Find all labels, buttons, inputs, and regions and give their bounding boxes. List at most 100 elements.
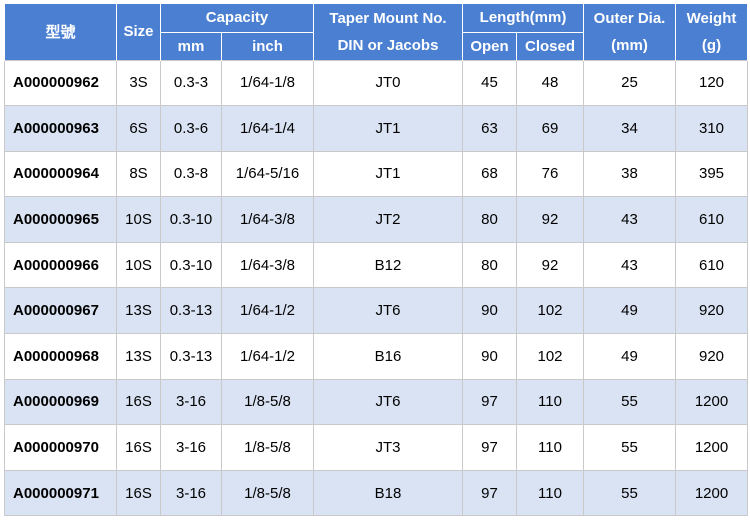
table-cell: 10S: [116, 196, 161, 243]
table-cell: 48: [516, 59, 584, 107]
header-cell: Size: [116, 4, 161, 60]
table-cell: 110: [516, 469, 584, 517]
table-cell: 1/64-1/2: [221, 333, 314, 380]
header-cell: Weight: [675, 4, 748, 32]
table-cell: 102: [516, 333, 584, 380]
table-cell: 55: [583, 378, 676, 426]
table-cell: 110: [516, 378, 584, 426]
table-cell: 395: [675, 150, 748, 198]
table-cell: 49: [583, 287, 676, 335]
table-cell: 63: [462, 105, 517, 152]
header-cell: DIN or Jacobs: [313, 32, 463, 60]
table-cell: 8S: [116, 150, 161, 198]
table-cell: 3S: [116, 59, 161, 107]
table-row: A000000962 3S 0.3-3 1/64-1/8 JT0 45 48 25 120: [4, 59, 748, 107]
table-cell: JT1: [313, 105, 463, 152]
table-cell: 43: [583, 196, 676, 243]
table-cell: 110: [516, 424, 584, 471]
table-cell: 1/64-5/16: [221, 150, 314, 198]
model-cell: A000000970: [4, 424, 117, 471]
table-cell: 68: [462, 150, 517, 198]
table-cell: 97: [462, 378, 517, 426]
header-cell: Open: [462, 31, 517, 60]
table-cell: 0.3-13: [160, 333, 222, 380]
header-cell: Length(mm): [462, 4, 584, 32]
table-cell: 1200: [675, 469, 748, 517]
table-cell: 55: [583, 424, 676, 471]
table-row: A000000966 10S 0.3-10 1/64-3/8 B12 80 92 43 610: [4, 241, 748, 289]
table-cell: 920: [675, 287, 748, 335]
table-cell: 1/64-3/8: [221, 196, 314, 243]
table-cell: 610: [675, 241, 748, 289]
table-cell: B16: [313, 333, 463, 380]
table-cell: 610: [675, 196, 748, 243]
table-cell: 0.3-10: [160, 241, 222, 289]
table-cell: 13S: [116, 287, 161, 335]
table-row: A000000965 10S 0.3-10 1/64-3/8 JT2 80 92 43 610: [4, 196, 748, 243]
table-cell: 69: [516, 105, 584, 152]
table-cell: 0.3-6: [160, 105, 222, 152]
model-cell: A000000962: [4, 59, 117, 107]
header-cell: 型號: [4, 4, 117, 60]
header-cell: mm: [160, 31, 222, 60]
table-row: A000000964 8S 0.3-8 1/64-5/16 JT1 68 76 38 395: [4, 150, 748, 198]
table-cell: JT6: [313, 287, 463, 335]
model-cell: A000000971: [4, 469, 117, 517]
table-header: 型號 Size Capacity Taper Mount No. Length(mm) O…: [4, 4, 748, 60]
model-cell: A000000964: [4, 150, 117, 198]
table-cell: 1/64-1/8: [221, 59, 314, 107]
header-cell: Closed: [516, 31, 584, 60]
table-cell: 90: [462, 287, 517, 335]
table-cell: 90: [462, 333, 517, 380]
table-cell: 76: [516, 150, 584, 198]
table-cell: 3-16: [160, 424, 222, 471]
table-cell: 1/8-5/8: [221, 378, 314, 426]
table-cell: JT6: [313, 378, 463, 426]
header-cell: (g): [675, 32, 748, 60]
table-cell: 43: [583, 241, 676, 289]
table-cell: 0.3-3: [160, 59, 222, 107]
spec-table: 型號 Size Capacity Taper Mount No. Length(mm) O…: [4, 4, 748, 517]
header-cell: Taper Mount No.: [313, 4, 463, 32]
table-body: A000000962 3S 0.3-3 1/64-1/8 JT0 45 48 25 120 A00…: [4, 59, 748, 517]
table-cell: 3-16: [160, 378, 222, 426]
table-cell: 310: [675, 105, 748, 152]
table-cell: 16S: [116, 378, 161, 426]
table-cell: 1/8-5/8: [221, 424, 314, 471]
table-cell: 45: [462, 59, 517, 107]
table-cell: B18: [313, 469, 463, 517]
table-cell: 38: [583, 150, 676, 198]
table-cell: 1/64-1/2: [221, 287, 314, 335]
table-cell: 55: [583, 469, 676, 517]
header-cell: inch: [221, 31, 314, 60]
model-cell: A000000967: [4, 287, 117, 335]
header-row: 型號 Size Capacity Taper Mount No. Length(mm) O…: [4, 4, 748, 60]
table-cell: 3-16: [160, 469, 222, 517]
table-cell: 80: [462, 241, 517, 289]
table-cell: 49: [583, 333, 676, 380]
header-cell: Outer Dia.: [583, 4, 676, 32]
header-cell: (mm): [583, 32, 676, 60]
table-cell: 16S: [116, 424, 161, 471]
table-cell: 6S: [116, 105, 161, 152]
model-cell: A000000969: [4, 378, 117, 426]
table-cell: 1200: [675, 424, 748, 471]
table-cell: 92: [516, 196, 584, 243]
table-row: A000000969 16S 3-16 1/8-5/8 JT6 97 110 55 1200: [4, 378, 748, 426]
model-cell: A000000968: [4, 333, 117, 380]
table-row: A000000967 13S 0.3-13 1/64-1/2 JT6 90 102 49 920: [4, 287, 748, 335]
table-cell: 1/8-5/8: [221, 469, 314, 517]
table-cell: 97: [462, 469, 517, 517]
model-cell: A000000966: [4, 241, 117, 289]
header-row: mm inch DIN or Jacobs Open Closed (mm) (g): [5, 31, 748, 60]
model-cell: A000000963: [4, 105, 117, 152]
header-cell: Capacity: [160, 4, 314, 32]
table-cell: 80: [462, 196, 517, 243]
table-cell: 0.3-8: [160, 150, 222, 198]
table-cell: JT2: [313, 196, 463, 243]
table-cell: 1200: [675, 378, 748, 426]
table-cell: 120: [675, 59, 748, 107]
table-cell: 92: [516, 241, 584, 289]
table-row: A000000970 16S 3-16 1/8-5/8 JT3 97 110 55 1200: [4, 424, 748, 471]
